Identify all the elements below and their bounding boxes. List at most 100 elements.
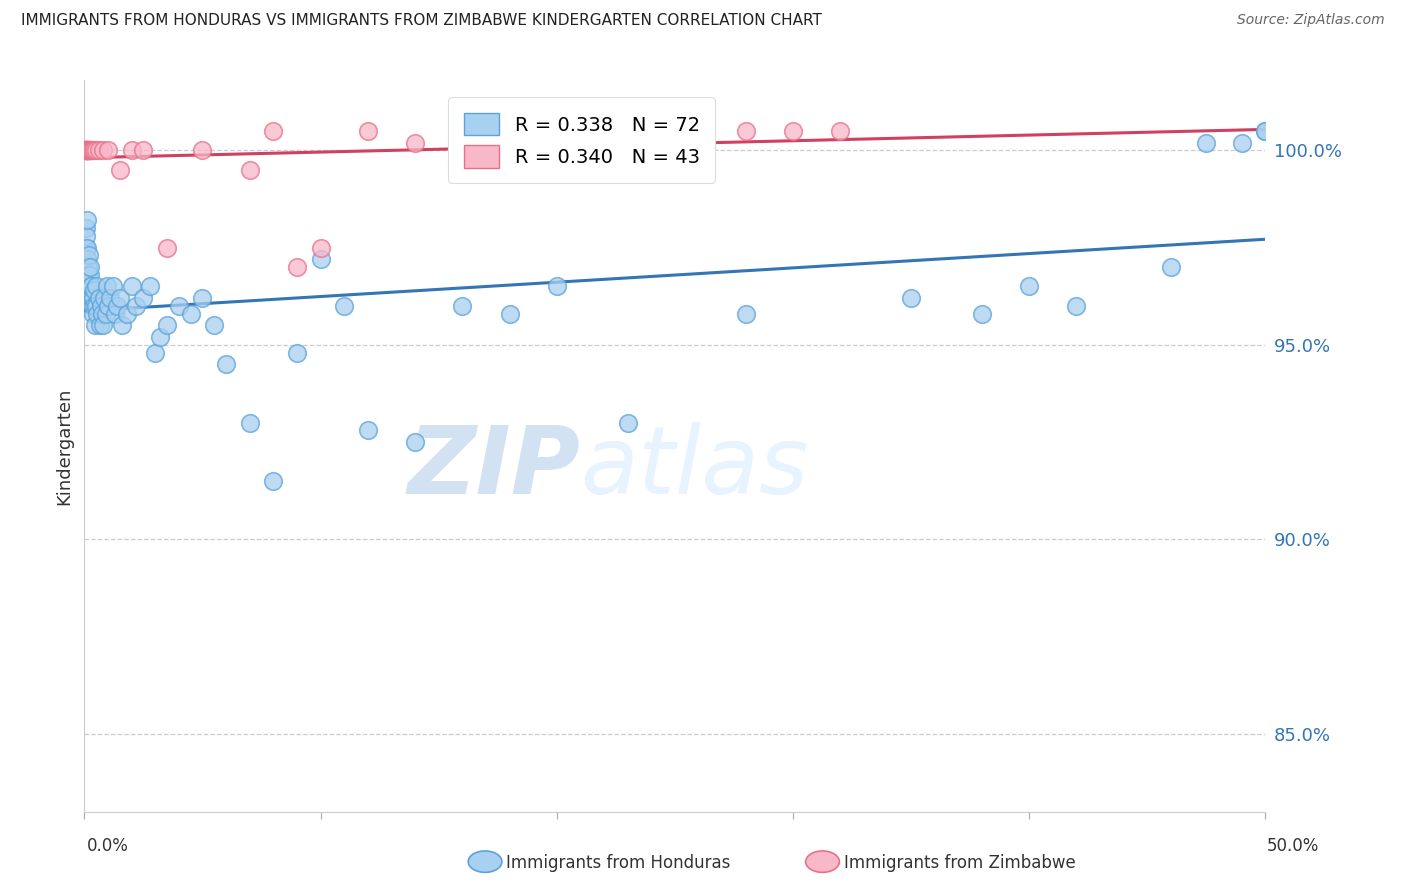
Point <box>569 124 592 138</box>
Point <box>404 136 426 150</box>
Point <box>84 144 107 158</box>
Point <box>111 318 134 333</box>
Text: ZIP: ZIP <box>408 422 581 514</box>
Point <box>132 291 155 305</box>
Point <box>107 299 129 313</box>
Point <box>104 307 127 321</box>
Point <box>132 144 155 158</box>
Text: Source: ZipAtlas.com: Source: ZipAtlas.com <box>1237 13 1385 28</box>
Point <box>82 307 104 321</box>
Point <box>143 345 166 359</box>
Point <box>167 299 190 313</box>
Point <box>79 144 101 158</box>
Point <box>84 279 107 293</box>
Point <box>1230 136 1253 150</box>
Point <box>75 144 97 158</box>
Legend: R = 0.338   N = 72, R = 0.340   N = 43: R = 0.338 N = 72, R = 0.340 N = 43 <box>449 97 716 183</box>
Point <box>77 268 100 282</box>
Point <box>75 144 97 158</box>
Point <box>96 279 118 293</box>
Point <box>75 144 97 158</box>
Point <box>76 144 98 158</box>
Point <box>262 124 284 138</box>
Point <box>77 144 100 158</box>
Point <box>76 144 98 158</box>
Text: 0.0%: 0.0% <box>87 837 129 855</box>
Point <box>357 124 380 138</box>
Point <box>239 162 262 177</box>
Point <box>97 299 120 313</box>
Point <box>80 144 103 158</box>
Point <box>93 291 115 305</box>
Point <box>76 144 98 158</box>
Text: 50.0%: 50.0% <box>1267 837 1319 855</box>
Point <box>91 318 114 333</box>
Point <box>830 124 852 138</box>
Point <box>900 291 922 305</box>
Point <box>75 241 97 255</box>
Point <box>156 241 179 255</box>
Point <box>285 260 308 274</box>
Point <box>79 144 101 158</box>
Point <box>285 345 308 359</box>
Point <box>79 260 101 274</box>
Circle shape <box>468 851 502 872</box>
Point <box>121 279 143 293</box>
Point <box>77 248 100 262</box>
Point <box>202 318 225 333</box>
Text: Immigrants from Honduras: Immigrants from Honduras <box>506 855 731 872</box>
Point <box>191 144 214 158</box>
Point <box>156 318 179 333</box>
Point <box>139 279 162 293</box>
Point <box>616 416 638 430</box>
Point <box>75 144 97 158</box>
Point <box>262 474 284 488</box>
Point <box>108 291 131 305</box>
Y-axis label: Kindergarten: Kindergarten <box>55 387 73 505</box>
Point <box>333 299 356 313</box>
Point <box>75 221 97 235</box>
Point <box>309 252 332 267</box>
Point <box>76 144 98 158</box>
Point <box>404 435 426 450</box>
Point <box>80 144 103 158</box>
Point <box>734 124 756 138</box>
Point <box>79 268 101 282</box>
Point <box>94 307 117 321</box>
Point <box>91 144 114 158</box>
Text: IMMIGRANTS FROM HONDURAS VS IMMIGRANTS FROM ZIMBABWE KINDERGARTEN CORRELATION CH: IMMIGRANTS FROM HONDURAS VS IMMIGRANTS F… <box>21 13 823 29</box>
Point <box>77 260 100 274</box>
Point <box>77 144 100 158</box>
Point <box>80 279 103 293</box>
Point <box>1066 299 1088 313</box>
Point <box>1254 124 1277 138</box>
Point <box>664 124 686 138</box>
Point <box>77 144 100 158</box>
Point <box>782 124 804 138</box>
Point <box>86 307 108 321</box>
Point <box>215 357 238 371</box>
Point <box>75 228 97 243</box>
Point <box>239 416 262 430</box>
Point <box>546 279 568 293</box>
Point <box>84 299 107 313</box>
Point <box>149 330 172 344</box>
Point <box>87 144 110 158</box>
Point <box>191 291 214 305</box>
Point <box>1254 124 1277 138</box>
Point <box>1160 260 1182 274</box>
Point <box>125 299 148 313</box>
Point <box>89 318 111 333</box>
Point <box>357 424 380 438</box>
Point <box>734 307 756 321</box>
Point <box>498 307 520 321</box>
Point <box>75 144 97 158</box>
Point <box>98 291 121 305</box>
Point <box>91 307 114 321</box>
Circle shape <box>806 851 839 872</box>
Point <box>101 279 124 293</box>
Point <box>77 144 100 158</box>
Point <box>87 291 110 305</box>
Point <box>83 299 105 313</box>
Point <box>83 144 105 158</box>
